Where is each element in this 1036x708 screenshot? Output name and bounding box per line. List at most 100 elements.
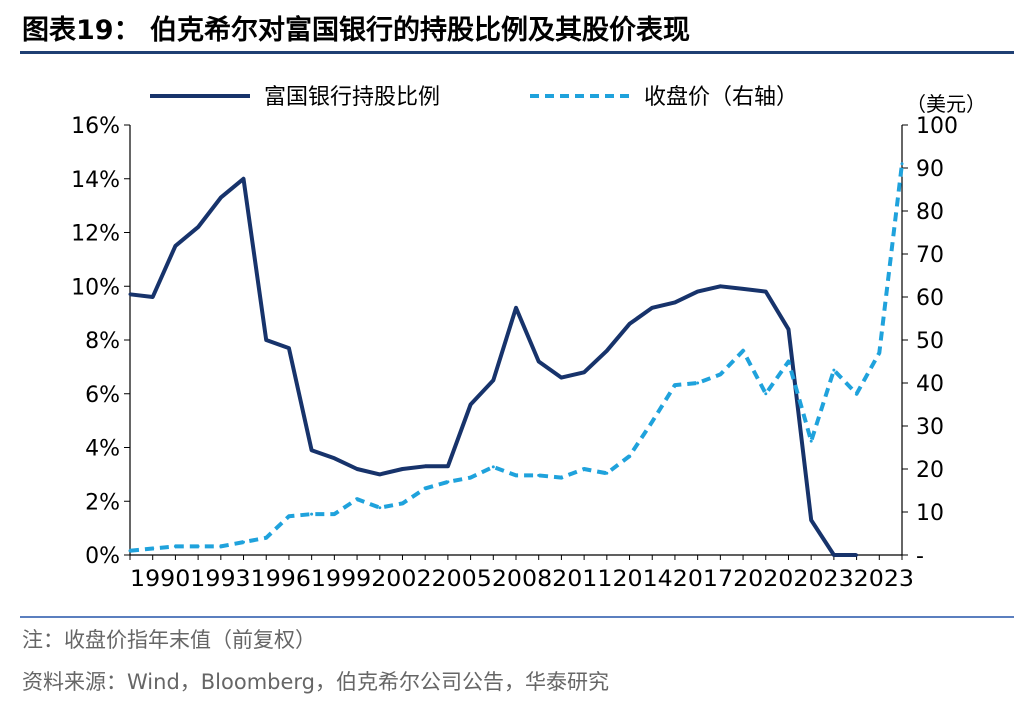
series-1-point	[764, 290, 768, 294]
series-2-point	[605, 471, 609, 475]
left-tick-label: 10%	[71, 275, 120, 300]
series-1-point	[128, 292, 132, 296]
series-1-point	[628, 322, 631, 326]
series-2-point	[264, 536, 268, 540]
right-tick-label: 50	[916, 329, 944, 354]
series-2-point	[378, 506, 382, 510]
series-2-point	[423, 486, 427, 490]
series-2-point	[673, 383, 677, 387]
series-1-point	[219, 196, 223, 200]
series-1-point	[582, 370, 586, 374]
series-2-point	[469, 476, 473, 480]
right-tick-label: 60	[916, 286, 944, 311]
x-tick-labels: 1990199319961999200220052008201120142017…	[130, 567, 914, 592]
series-1-point	[378, 472, 382, 476]
right-tick-label: 80	[916, 200, 944, 225]
series-2-point	[537, 473, 541, 477]
series-1-point	[696, 290, 700, 294]
series-1-point	[832, 553, 836, 557]
series-2-point	[855, 392, 859, 396]
series-1-point	[514, 306, 518, 310]
series-2-point	[696, 381, 700, 385]
legend-label-2: 收盘价（右轴）	[644, 85, 798, 110]
series-2-point	[832, 368, 836, 372]
series-2-point	[559, 476, 563, 480]
series-2-point	[446, 480, 450, 484]
series-1-point	[151, 295, 155, 299]
right-tick-label: 90	[916, 157, 944, 182]
series-1-point	[605, 349, 609, 353]
series-1-point	[264, 338, 268, 342]
series-1-point	[310, 448, 314, 452]
series-1-point	[355, 467, 359, 471]
series-2-point	[310, 512, 314, 516]
series-1-point	[242, 177, 245, 181]
series-2-point	[355, 497, 359, 501]
legend-label-1: 富国银行持股比例	[264, 85, 440, 110]
series-2-point	[877, 351, 881, 355]
series-1-point	[491, 378, 495, 382]
series-1-point	[559, 376, 563, 380]
left-tick-label: 0%	[85, 544, 120, 569]
right-tick-label: 70	[916, 243, 944, 268]
series-1-point	[401, 467, 404, 471]
series-1-point	[718, 284, 722, 288]
series-2-point	[287, 514, 291, 518]
series-2-point	[332, 512, 336, 516]
right-tick-label: -	[916, 544, 924, 569]
series-2-point	[787, 360, 790, 363]
series-2-point	[741, 349, 745, 353]
series-1-point	[809, 518, 813, 522]
series-1-point	[287, 346, 291, 350]
series-2-point	[764, 392, 768, 396]
series-2-point	[173, 544, 177, 548]
series-1-point	[446, 464, 450, 468]
series-2-point	[491, 465, 495, 469]
right-tick-label: 20	[916, 458, 944, 483]
series-1-point	[673, 300, 677, 304]
chart-note: 注：收盘价指年末值（前复权）	[22, 628, 316, 652]
right-tick-label: 40	[916, 372, 944, 397]
series-2-point	[514, 473, 518, 477]
series-1-point	[469, 403, 473, 406]
series-2-point	[242, 540, 245, 544]
series-2-point	[582, 467, 586, 471]
series-1-point	[332, 456, 336, 460]
left-tick-label: 8%	[85, 329, 120, 354]
series-2-point	[196, 544, 200, 548]
series-2-point	[718, 372, 722, 376]
series-1-point	[173, 244, 177, 248]
footer-rule	[20, 616, 1014, 618]
chart-source: 资料来源：Wind，Bloomberg，伯克希尔公司公告，华泰研究	[22, 670, 610, 694]
series-2-point	[900, 162, 904, 166]
series-line-2	[129, 163, 904, 553]
series-1-point	[650, 306, 654, 310]
series-2-point	[151, 547, 155, 550]
chart-svg: 0% 2% 4% 6% 8% 10% 12% 14% 16% - 10 20 30 40 50 60 70 80 9…	[71, 85, 986, 592]
left-tick-label: 14%	[71, 168, 120, 193]
left-tick-label: 6%	[85, 383, 120, 408]
right-tick-label: 30	[916, 415, 944, 440]
left-tick-label: 12%	[71, 222, 120, 247]
series-1-point	[787, 327, 790, 331]
series-1-point	[741, 287, 745, 291]
left-tick-label: 2%	[85, 490, 120, 515]
right-tick-label: 10	[916, 501, 944, 526]
series-2-point	[650, 420, 654, 424]
right-axis-unit: （美元）	[906, 92, 986, 116]
series-2-point	[219, 544, 223, 548]
left-tick-label: 4%	[85, 437, 120, 462]
right-tick-label: 100	[916, 114, 958, 139]
series-2-point	[401, 501, 404, 505]
series-1-point	[537, 360, 541, 363]
series-1-point	[423, 464, 427, 468]
title-rule	[20, 51, 1014, 54]
series-2-point	[128, 549, 132, 553]
series-1-point	[855, 553, 859, 557]
series-1-point	[196, 225, 200, 229]
left-tick-label: 16%	[71, 114, 120, 139]
series-2-point	[628, 454, 631, 458]
chart-title: 图表19： 伯克希尔对富国银行的持股比例及其股价表现	[22, 15, 690, 46]
series-2-point	[809, 439, 813, 443]
series-line-1	[129, 176, 857, 557]
